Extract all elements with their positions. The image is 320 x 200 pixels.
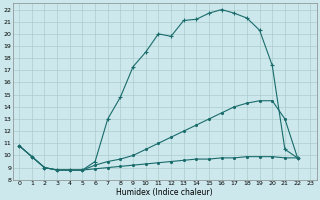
X-axis label: Humidex (Indice chaleur): Humidex (Indice chaleur) bbox=[116, 188, 213, 197]
